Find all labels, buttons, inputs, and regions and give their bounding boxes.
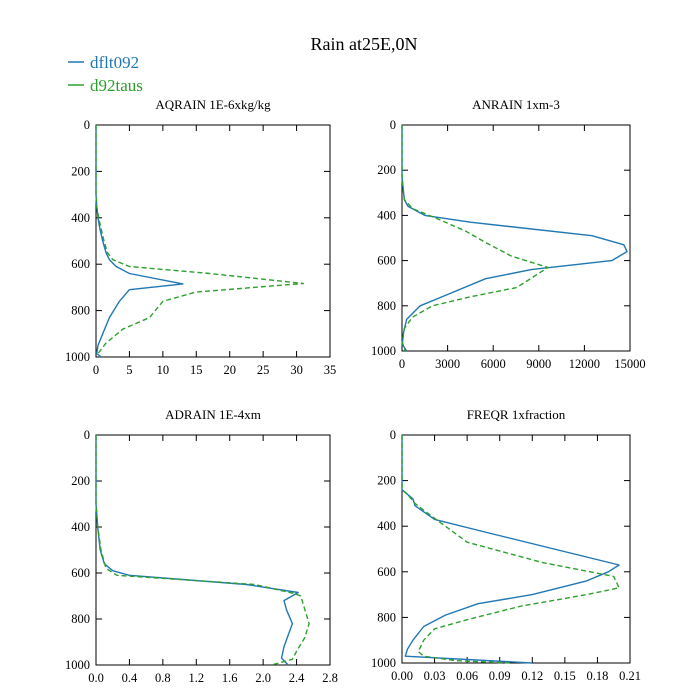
- y-tick-label: 0: [390, 118, 396, 132]
- x-tick-label: 2.0: [255, 671, 271, 685]
- y-tick-label: 400: [377, 519, 396, 533]
- series-line-d92taus: [95, 435, 310, 666]
- y-tick-label: 800: [71, 304, 90, 318]
- x-tick-label: 0: [399, 357, 405, 371]
- x-tick-label: 5: [126, 363, 132, 377]
- y-tick-label: 200: [377, 474, 396, 488]
- y-tick-label: 200: [377, 163, 396, 177]
- x-tick-label: 0.00: [391, 669, 413, 683]
- x-tick-label: 9000: [526, 357, 551, 371]
- series-line-d92taus: [95, 125, 304, 358]
- y-tick-label: 200: [71, 474, 90, 488]
- y-tick-label: 600: [377, 565, 396, 579]
- y-tick-label: 400: [71, 211, 90, 225]
- legend-entry-dflt092: dflt092: [68, 53, 139, 72]
- figure-title: Rain at25E,0N: [311, 34, 418, 54]
- y-tick-label: 1000: [371, 344, 396, 358]
- plot-frame: [401, 434, 631, 664]
- x-tick-label: 0.4: [122, 671, 138, 685]
- series-line-dflt092: [401, 125, 628, 352]
- panels: AQRAIN 1E-6xkg/kg 0 5 10 15 20 25 30 35 0 200 400 60…: [65, 97, 646, 685]
- x-tick-label: 0.15: [554, 669, 576, 683]
- y-tick-label: 1000: [65, 350, 90, 364]
- x-tick-label: 0.06: [456, 669, 478, 683]
- y-tick-label: 1000: [371, 656, 396, 670]
- x-tick-label: 0.21: [619, 669, 641, 683]
- x-tick-label: 0.18: [586, 669, 608, 683]
- y-tick-label: 1000: [65, 658, 90, 672]
- series-line-dflt092: [401, 435, 620, 664]
- x-tick-label: 30: [290, 363, 303, 377]
- panel-1: AQRAIN 1E-6xkg/kg 0 5 10 15 20 25 30 35 0 200 400 60…: [65, 97, 336, 377]
- x-tick-label: 1.6: [222, 671, 238, 685]
- y-tick-label: 800: [377, 299, 396, 313]
- x-tick-label: 35: [324, 363, 337, 377]
- panel-title: AQRAIN 1E-6xkg/kg: [155, 97, 271, 112]
- panel-4: FREQR 1xfraction 0.00 0.03 0.06 0.09 0.12 0.15…: [371, 407, 641, 683]
- x-tick-label: 15000: [614, 357, 645, 371]
- x-tick-label: 0.0: [88, 671, 104, 685]
- y-tick-label: 800: [71, 612, 90, 626]
- x-tick-label: 25: [257, 363, 270, 377]
- plot-frame: [401, 124, 631, 352]
- series-line-d92taus: [401, 435, 620, 664]
- plot-frame: [95, 124, 331, 358]
- x-tick-label: 3000: [435, 357, 460, 371]
- x-tick-label: 0.12: [521, 669, 543, 683]
- y-tick-label: 600: [71, 566, 90, 580]
- series-line-dflt092: [95, 435, 299, 666]
- y-tick-label: 800: [377, 610, 396, 624]
- y-tick-label: 400: [71, 520, 90, 534]
- legend: dflt092 d92taus: [68, 53, 143, 95]
- y-tick-label: 200: [71, 164, 90, 178]
- x-tick-label: 0.8: [155, 671, 171, 685]
- panel-title: ANRAIN 1xm-3: [472, 97, 560, 112]
- panel-2: ANRAIN 1xm-3 0 3000 6000 9000 12000 15000 0 200 4…: [371, 97, 646, 371]
- x-tick-label: 6000: [481, 357, 506, 371]
- x-tick-label: 0.03: [424, 669, 446, 683]
- legend-label-d92taus: d92taus: [90, 76, 143, 95]
- panel-title: ADRAIN 1E-4xm: [165, 407, 261, 422]
- y-tick-label: 600: [377, 254, 396, 268]
- y-tick-label: 600: [71, 257, 90, 271]
- y-tick-label: 0: [390, 428, 396, 442]
- legend-entry-d92taus: d92taus: [68, 76, 143, 95]
- x-tick-label: 2.4: [289, 671, 305, 685]
- series-line-d92taus: [401, 125, 549, 352]
- x-tick-label: 15: [190, 363, 203, 377]
- x-tick-label: 0: [93, 363, 99, 377]
- y-tick-label: 400: [377, 208, 396, 222]
- x-tick-label: 1.2: [188, 671, 204, 685]
- x-tick-label: 12000: [569, 357, 600, 371]
- legend-label-dflt092: dflt092: [90, 53, 139, 72]
- x-tick-label: 10: [157, 363, 170, 377]
- y-tick-label: 0: [84, 118, 90, 132]
- x-tick-label: 2.8: [322, 671, 338, 685]
- plot-frame: [95, 434, 331, 666]
- y-tick-label: 0: [84, 428, 90, 442]
- panel-3: ADRAIN 1E-4xm 0.0 0.4 0.8 1.2 1.6 2.0 2.4 2.8 0 20…: [65, 407, 338, 685]
- panel-title: FREQR 1xfraction: [467, 407, 566, 422]
- x-tick-label: 20: [223, 363, 236, 377]
- x-tick-label: 0.09: [489, 669, 511, 683]
